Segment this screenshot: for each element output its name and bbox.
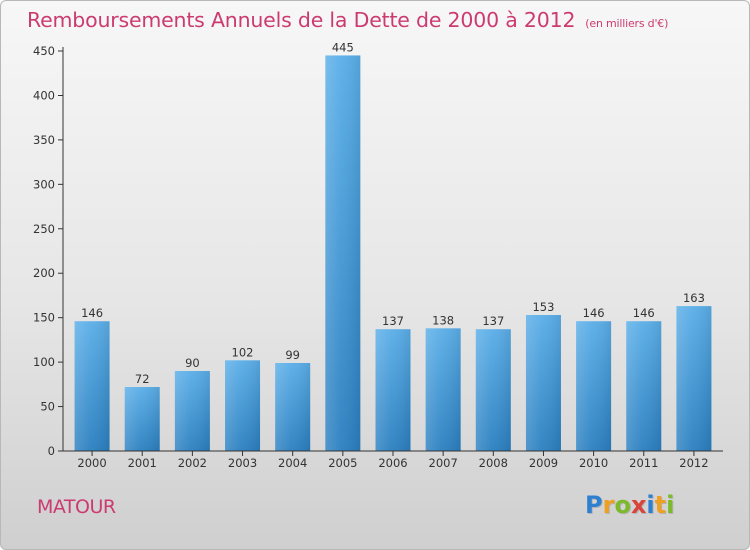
proxiti-logo[interactable]: Proxiti	[585, 491, 674, 519]
commune-name: MATOUR	[37, 496, 116, 518]
bar-shine	[576, 321, 612, 451]
x-tick-label: 2010	[579, 456, 608, 470]
bar-shine	[626, 321, 662, 451]
bar-shine	[525, 315, 561, 451]
y-tick-label: 200	[33, 266, 55, 280]
brand-letter: r	[602, 491, 615, 519]
y-tick-label: 400	[33, 88, 55, 102]
brand-letter: t	[654, 491, 667, 519]
data-label: 445	[332, 40, 354, 54]
bars: 146 72 90 102 99 445 137 138 137 153 146 146 163	[74, 40, 712, 451]
x-tick-label: 2011	[629, 456, 658, 470]
x-tick-label: 2000	[77, 456, 106, 470]
bar-shine	[174, 371, 210, 451]
data-label: 138	[432, 313, 454, 327]
x-tick-label: 2009	[529, 456, 558, 470]
brand-letter: P	[585, 491, 603, 519]
data-label: 137	[482, 314, 504, 328]
bar-shine	[425, 328, 461, 451]
bar-shine	[124, 387, 160, 451]
data-label: 146	[583, 306, 605, 320]
data-label: 99	[285, 348, 300, 362]
brand-letter: i	[666, 491, 675, 519]
x-tick-label: 2004	[278, 456, 307, 470]
y-tick-label: 250	[33, 222, 55, 236]
y-tick-label: 300	[33, 177, 55, 191]
bar-shine	[275, 363, 311, 451]
y-tick-label: 100	[33, 355, 55, 369]
bar-shine	[375, 329, 411, 451]
brand-letter: o	[614, 491, 631, 519]
y-tick-label: 350	[33, 133, 55, 147]
chart-title: Remboursements Annuels de la Dette de 20…	[27, 8, 668, 32]
x-tick-label: 2005	[328, 456, 357, 470]
data-label: 90	[185, 356, 200, 370]
x-tick-label: 2001	[128, 456, 157, 470]
bar-shine	[74, 321, 110, 451]
chart-subtitle: (en milliers d'€)	[585, 17, 669, 30]
y-tick-label: 50	[40, 400, 55, 414]
brand-letter: x	[630, 491, 647, 519]
data-label: 102	[232, 345, 254, 359]
bar-shine	[225, 360, 261, 451]
bar-shine	[475, 329, 511, 451]
x-tick-label: 2012	[679, 456, 708, 470]
x-tick-label: 2006	[378, 456, 407, 470]
y-axis: 0 50 100 150 200 250 300 350 400 450	[33, 44, 64, 458]
x-tick-label: 2007	[429, 456, 458, 470]
y-tick-label: 150	[33, 311, 55, 325]
bar-shine	[325, 55, 361, 451]
data-label: 72	[135, 372, 150, 386]
bar-shine	[676, 306, 712, 451]
brand-letter: i	[646, 491, 655, 519]
data-label: 146	[81, 306, 103, 320]
x-axis: 2000 2001 2002 2003 2004 2005 2006 2007 2008 2009…	[63, 450, 723, 470]
data-label: 146	[633, 306, 655, 320]
x-tick-label: 2003	[228, 456, 257, 470]
chart-title-text: Remboursements Annuels de la Dette de 20…	[27, 8, 576, 32]
data-label: 163	[683, 291, 705, 305]
data-label: 137	[382, 314, 404, 328]
x-tick-label: 2002	[178, 456, 207, 470]
data-label: 153	[532, 300, 554, 314]
x-tick-label: 2008	[479, 456, 508, 470]
y-tick-label: 450	[33, 44, 55, 58]
y-tick-label: 0	[48, 444, 55, 458]
